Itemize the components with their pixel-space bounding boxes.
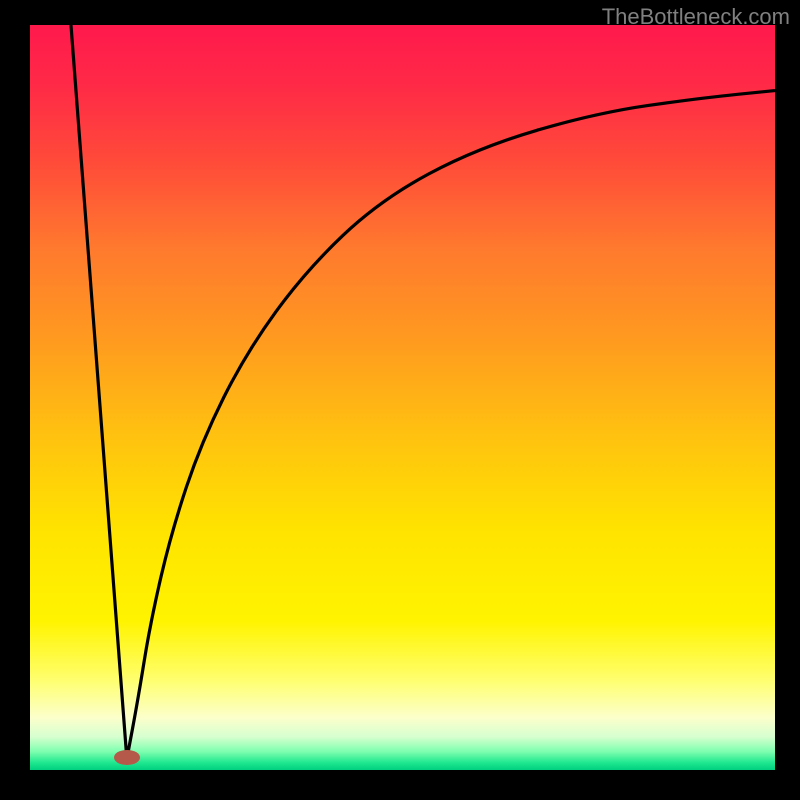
apex-marker — [114, 750, 139, 765]
plot-area — [30, 25, 775, 770]
curve-path — [71, 25, 775, 759]
watermark-text: TheBottleneck.com — [602, 4, 790, 30]
figure: TheBottleneck.com — [0, 0, 800, 800]
bottleneck-curve — [30, 25, 775, 770]
